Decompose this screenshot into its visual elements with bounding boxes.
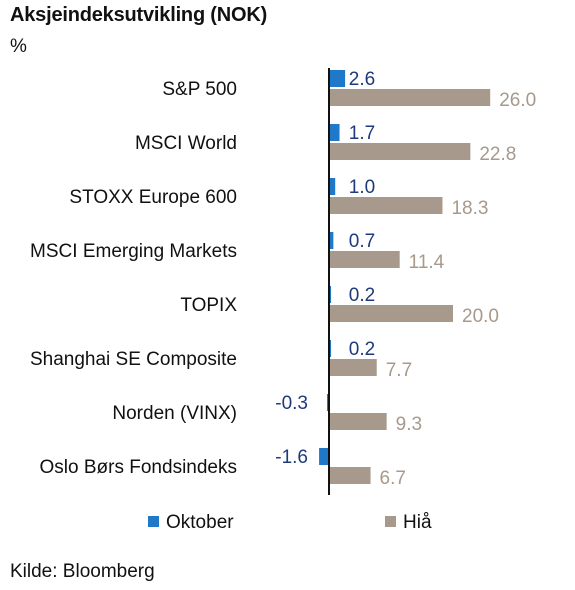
data-label-oktober: 2.6	[349, 69, 375, 90]
chart-title: Aksjeindeksutvikling (NOK)	[10, 4, 268, 26]
labels-layer: S&P 500 2.6 26.0 MSCI World 1.7 22.8 STOXX Eur…	[30, 69, 536, 489]
data-label-hia: 9.3	[396, 414, 422, 435]
data-label-hia: 6.7	[380, 468, 406, 489]
category-label: MSCI World	[135, 133, 237, 154]
bar-hia	[329, 89, 491, 106]
legend-label-hia: Hiå	[403, 512, 432, 533]
category-label: MSCI Emerging Markets	[30, 241, 237, 262]
data-label-hia: 26.0	[499, 90, 536, 111]
category-label: Oslo Børs Fondsindeks	[40, 457, 237, 478]
bar-oktober	[329, 70, 346, 87]
data-label-oktober: 0.2	[349, 339, 375, 360]
data-label-oktober: 1.7	[349, 123, 375, 144]
bar-hia	[329, 305, 453, 322]
bar-hia	[329, 359, 377, 376]
data-label-oktober: 1.0	[349, 177, 375, 198]
data-label-oktober: -0.3	[275, 393, 308, 414]
bar-hia	[329, 143, 471, 160]
category-label: STOXX Europe 600	[69, 187, 237, 208]
data-label-oktober: 0.2	[349, 285, 375, 306]
data-label-hia: 11.4	[409, 252, 445, 273]
legend-swatch-hia	[385, 516, 396, 527]
data-label-hia: 22.8	[479, 144, 516, 165]
data-label-oktober: 0.7	[349, 231, 375, 252]
bar-hia	[329, 251, 400, 268]
legend-label-oktober: Oktober	[166, 512, 234, 533]
category-label: S&P 500	[162, 79, 237, 100]
data-label-oktober: -1.6	[275, 447, 308, 468]
bar-oktober	[329, 178, 336, 195]
bar-oktober	[319, 448, 329, 465]
source-note: Kilde: Bloomberg	[10, 561, 155, 582]
bars-layer	[319, 70, 491, 484]
data-label-hia: 20.0	[462, 306, 499, 327]
category-label: TOPIX	[180, 295, 237, 316]
category-label: Shanghai SE Composite	[30, 349, 237, 370]
bar-oktober	[329, 124, 340, 141]
bar-hia	[329, 197, 443, 214]
legend: Oktober Hiå	[148, 512, 432, 533]
legend-swatch-oktober	[148, 516, 159, 527]
bar-hia	[329, 413, 387, 430]
bar-oktober	[329, 232, 334, 249]
data-label-hia: 7.7	[386, 360, 412, 381]
unit-label: %	[10, 36, 27, 57]
bar-hia	[329, 467, 371, 484]
data-label-hia: 18.3	[451, 198, 488, 219]
category-label: Norden (VINX)	[112, 403, 237, 424]
